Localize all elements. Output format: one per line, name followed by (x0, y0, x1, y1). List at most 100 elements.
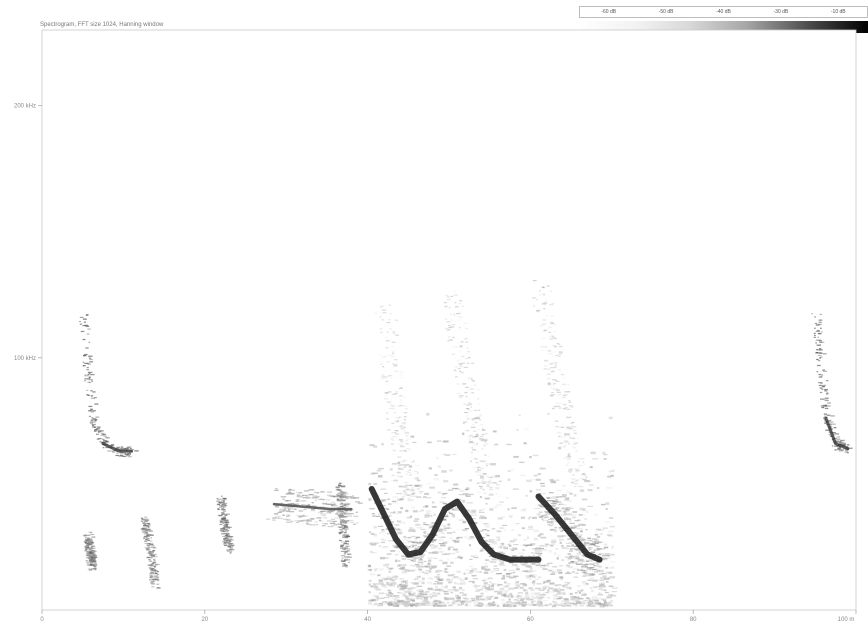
noise-speckle (385, 583, 392, 586)
call-speckle (546, 359, 549, 361)
noise-speckle (479, 598, 486, 601)
noise-speckle (386, 553, 392, 556)
call-speckle (345, 566, 348, 568)
noise-speckle (429, 486, 436, 489)
call-speckle (399, 425, 404, 427)
call-speckle (336, 506, 340, 508)
call-halo (581, 571, 586, 574)
call-speckle (153, 553, 157, 556)
call-halo (580, 530, 583, 532)
call-speckle (85, 347, 89, 349)
call-speckle (225, 526, 230, 528)
call-speckle (84, 362, 89, 365)
call-halo (569, 555, 573, 557)
noise-speckle (600, 577, 603, 579)
call-speckle (85, 555, 90, 557)
noise-speckle (422, 566, 426, 568)
call-speckle (568, 443, 571, 445)
call-speckle (344, 510, 349, 512)
call-halo (605, 567, 609, 569)
noise-speckle (453, 576, 459, 578)
call-speckle (458, 311, 463, 313)
call-halo (589, 540, 593, 542)
call-speckle (390, 443, 393, 445)
noise-speckle (553, 603, 560, 606)
call-speckle (150, 568, 154, 570)
call-speckle (542, 319, 547, 321)
call-speckle (92, 567, 97, 570)
noise-speckle (498, 480, 502, 483)
call-halo (340, 514, 346, 516)
noise-speckle (461, 602, 465, 605)
noise-speckle (428, 595, 434, 598)
call-speckle (225, 534, 228, 536)
noise-speckle (585, 582, 589, 585)
noise-speckle (491, 558, 498, 561)
call-speckle (410, 493, 414, 495)
noise-speckle (509, 548, 513, 550)
call-speckle (403, 440, 406, 443)
noise-speckle (421, 582, 425, 585)
call-halo (441, 519, 446, 521)
call-halo (286, 519, 291, 521)
noise-speckle (435, 602, 440, 605)
noise-speckle (596, 528, 601, 531)
noise-speckle (601, 585, 607, 588)
call-speckle (221, 507, 224, 509)
noise-speckle (386, 566, 389, 569)
call-speckle (225, 528, 228, 530)
call-halo (321, 502, 328, 504)
call-speckle (466, 350, 471, 353)
noise-speckle (589, 599, 593, 602)
call-halo (596, 541, 602, 544)
noise-speckle (567, 500, 572, 503)
call-speckle (458, 327, 461, 329)
noise-speckle (573, 602, 578, 606)
call-halo (569, 507, 574, 509)
noise-speckle (496, 536, 501, 539)
call-speckle (569, 437, 573, 439)
noise-speckle (565, 497, 570, 500)
call-speckle (824, 388, 829, 391)
noise-speckle (437, 590, 441, 592)
call-speckle (567, 391, 571, 393)
noise-speckle (520, 583, 526, 585)
noise-speckle (595, 532, 598, 534)
call-speckle (143, 524, 147, 526)
call-speckle (337, 510, 341, 512)
noise-speckle (487, 588, 491, 591)
noise-speckle (540, 549, 543, 552)
call-speckle (394, 377, 399, 379)
call-speckle (227, 527, 230, 529)
call-speckle (335, 487, 340, 489)
noise-speckle (535, 588, 540, 590)
noise-speckle (471, 568, 478, 571)
noise-speckle (376, 469, 382, 472)
call-speckle (824, 390, 828, 392)
noise-speckle (438, 465, 441, 468)
noise-speckle (525, 494, 528, 497)
call-speckle (144, 533, 147, 535)
noise-speckle (511, 506, 518, 509)
call-halo (326, 520, 332, 522)
call-speckle (478, 485, 483, 488)
noise-speckle (411, 506, 415, 509)
call-speckle (87, 557, 90, 559)
call-halo (402, 564, 407, 566)
call-speckle (152, 547, 157, 549)
noise-speckle (399, 592, 404, 594)
call-speckle (347, 556, 352, 558)
call-speckle (87, 537, 90, 539)
call-halo (368, 483, 372, 485)
noise-speckle (482, 477, 485, 481)
noise-speckle (430, 565, 434, 567)
call-speckle (470, 378, 473, 380)
call-speckle (479, 435, 484, 438)
noise-speckle (410, 582, 414, 584)
noise-speckle (517, 598, 523, 600)
call-speckle (386, 429, 391, 431)
noise-speckle (498, 583, 503, 586)
noise-speckle (399, 498, 404, 500)
noise-speckle (401, 554, 405, 557)
call-speckle (579, 477, 584, 479)
